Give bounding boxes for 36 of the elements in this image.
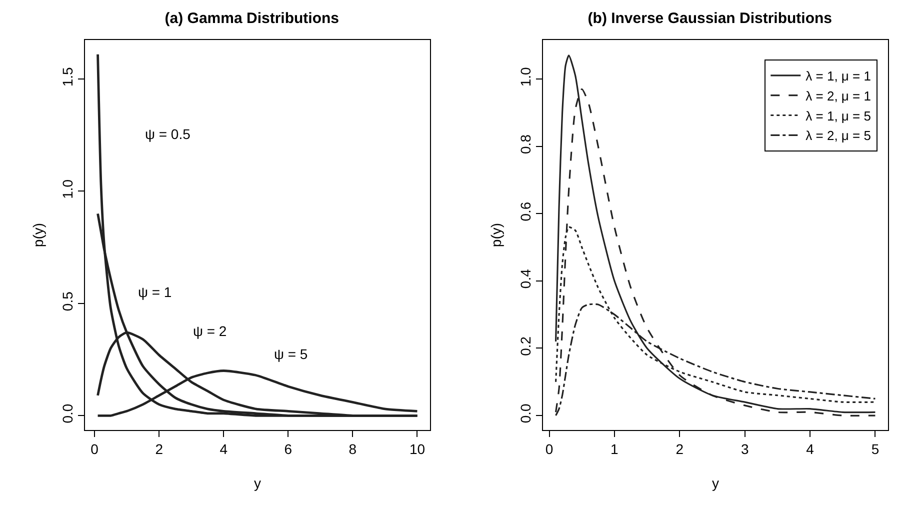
legend-label: λ = 2, μ = 5 <box>806 128 871 144</box>
y-tick-label: 0.4 <box>517 268 534 289</box>
y-tick-label: 0.6 <box>517 202 534 222</box>
annotation: ψ = 0.5 <box>145 126 191 142</box>
y-tick-label: 1.0 <box>517 66 534 87</box>
legend-label: λ = 1, μ = 1 <box>806 68 871 84</box>
x-tick-label: 0 <box>545 440 554 457</box>
x-tick-label: 4 <box>806 440 814 457</box>
legend-label: λ = 2, μ = 1 <box>806 88 871 104</box>
y-tick-label: 0.0 <box>517 403 534 424</box>
x-axis-title: y <box>254 475 261 492</box>
y-tick-label: 0.8 <box>517 134 534 154</box>
y-axis-title: p(y) <box>488 222 504 248</box>
x-tick-label: 4 <box>220 440 228 457</box>
legend-label: λ = 1, μ = 5 <box>806 108 871 124</box>
annotation: ψ = 1 <box>138 284 172 300</box>
x-tick-label: 6 <box>284 440 292 457</box>
x-tick-label: 3 <box>740 440 749 457</box>
y-tick-label: 0.0 <box>59 404 76 424</box>
chart-title: (a) Gamma Distributions <box>164 10 339 28</box>
y-tick-label: 1.5 <box>59 67 76 87</box>
x-axis-title: y <box>712 475 719 492</box>
x-tick-label: 1 <box>610 440 619 457</box>
x-tick-label: 5 <box>871 440 880 457</box>
annotation: ψ = 2 <box>193 323 227 339</box>
x-tick-label: 2 <box>155 440 164 457</box>
chart-title: (b) Inverse Gaussian Distributions <box>588 10 832 28</box>
y-axis-title: p(y) <box>30 222 46 248</box>
x-tick-label: 8 <box>348 440 357 457</box>
x-tick-label: 10 <box>409 440 426 457</box>
y-tick-label: 0.2 <box>517 336 534 356</box>
y-tick-label: 0.5 <box>59 291 76 312</box>
x-tick-label: 2 <box>676 440 684 457</box>
x-tick-label: 0 <box>90 440 99 457</box>
y-tick-label: 1.0 <box>59 179 76 199</box>
annotation: ψ = 5 <box>274 346 308 362</box>
